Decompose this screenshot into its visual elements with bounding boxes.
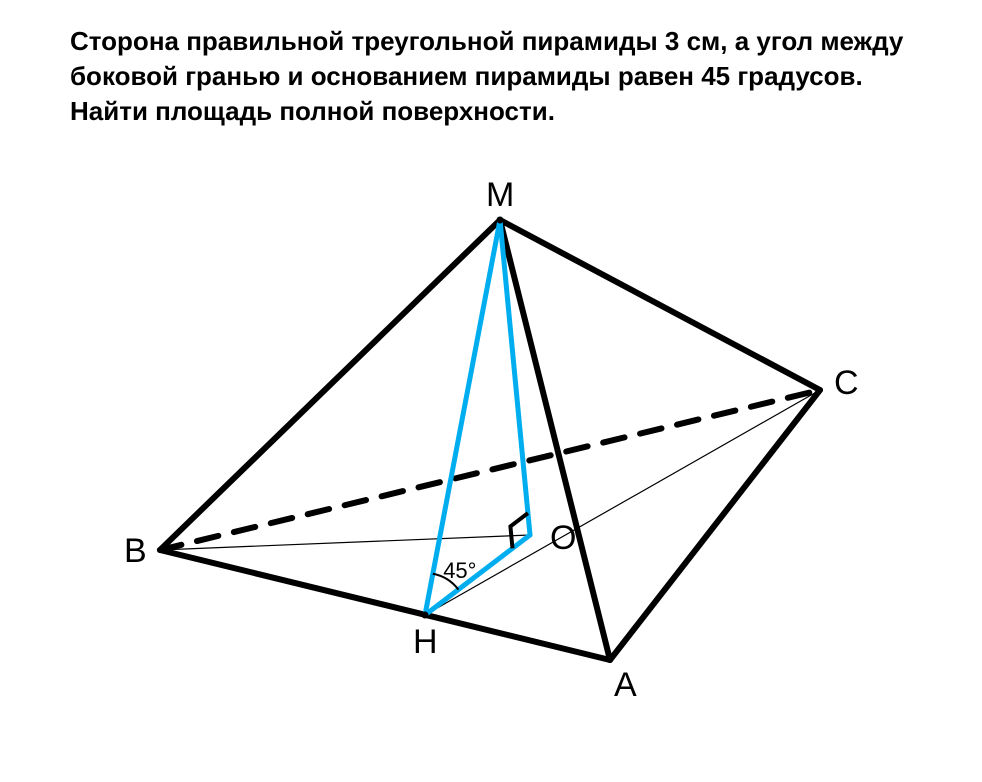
- diagram-svg: 45° B A C M O H: [120, 170, 880, 730]
- vertex-label-H: H: [413, 623, 438, 661]
- vertex-label-B: B: [124, 532, 147, 570]
- angle-label: 45°: [443, 558, 476, 583]
- problem-line-3: Найти площадь полной поверхности.: [70, 96, 555, 126]
- vertex-label-M: M: [486, 176, 514, 214]
- vertex-label-O: O: [550, 519, 576, 557]
- vertex-label-C: C: [834, 364, 859, 402]
- pyramid-diagram: 45° B A C M O H: [120, 170, 880, 735]
- problem-line-2: боковой гранью и основанием пирамиды рав…: [70, 61, 863, 91]
- problem-line-1: Сторона правильной треугольной пирамиды …: [70, 26, 903, 56]
- vertex-label-A: A: [614, 666, 637, 704]
- problem-statement: Сторона правильной треугольной пирамиды …: [70, 24, 910, 129]
